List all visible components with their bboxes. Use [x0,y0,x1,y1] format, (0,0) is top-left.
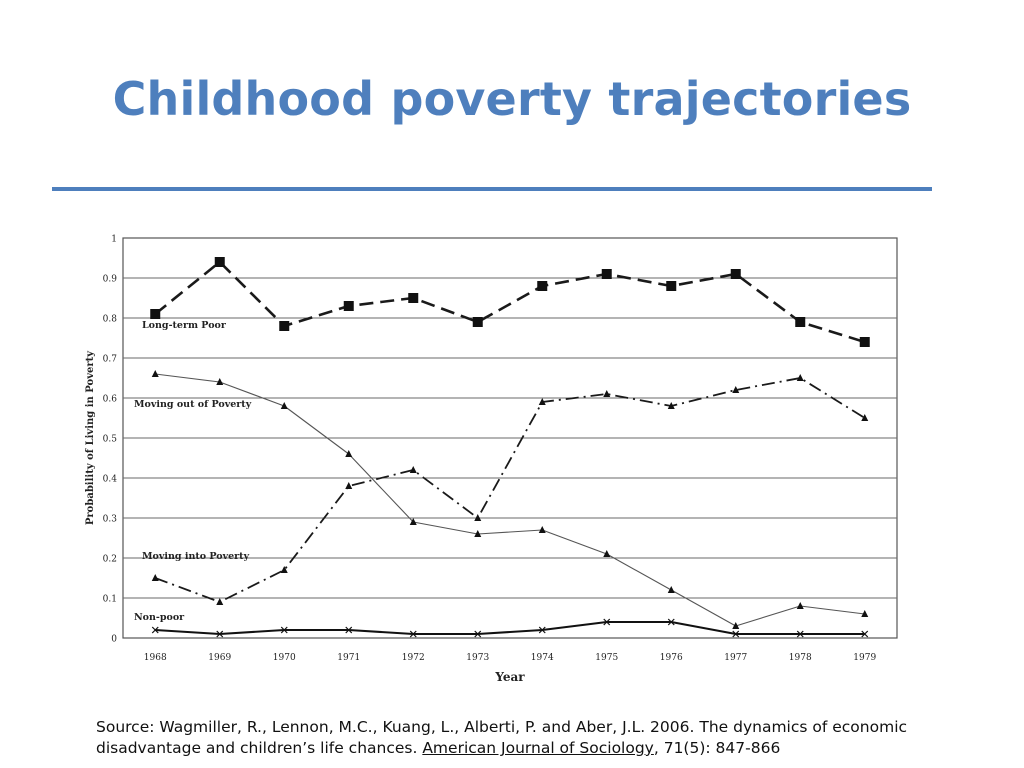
triangle-marker [151,370,159,377]
triangle-marker [345,450,353,457]
x-marker [796,630,804,638]
x-marker [151,626,159,634]
x-marker [409,630,417,638]
y-tick-label: 0.3 [103,515,118,525]
square-marker [408,293,419,303]
square-marker [666,281,677,291]
triangle-marker [667,402,675,409]
y-tick-label: 1 [111,235,117,245]
triangle-marker [345,482,353,489]
square-marker [279,321,290,331]
y-tick-label: 0.9 [103,275,118,285]
triangle-marker [603,390,611,397]
x-tick-label: 1975 [595,653,618,663]
y-tick-labels: 0 0.1 0.2 0.3 0.4 0.5 0.6 0.7 0.8 0.9 1 [103,235,118,645]
y-tick-label: 0.8 [103,315,118,325]
series-line-2 [154,377,866,603]
x-tick-labels: 1968 1969 1970 1971 1972 1973 1974 1975 1976 1977… [144,653,877,663]
triangle-marker [280,402,288,409]
y-tick-label: 0.2 [103,555,117,565]
series-line-1 [155,373,865,627]
square-marker [214,257,225,267]
y-axis-label: Probability of Living in Poverty [85,350,96,525]
triangle-marker [667,586,675,593]
y-tick-label: 0 [111,635,117,645]
series-label-3: Non-poor [134,612,185,623]
x-marker [603,618,611,626]
triangle-marker [216,378,224,385]
x-axis-label: Year [494,670,525,684]
x-marker [345,626,353,634]
y-tick-label: 0.6 [103,395,118,405]
series-labels: Long-term Poor Moving out of Poverty Movin… [134,320,252,623]
triangle-marker [409,466,417,473]
triangle-marker [474,530,482,537]
triangle-marker [538,398,546,405]
triangle-marker [474,514,482,521]
x-marker [474,630,482,638]
triangle-marker [796,374,804,381]
x-tick-label: 1968 [144,653,167,663]
square-marker [537,281,548,291]
triangle-marker [216,598,224,605]
triangle-marker [280,566,288,573]
x-tick-label: 1979 [853,653,876,663]
square-marker [601,269,612,279]
square-marker [795,317,806,327]
slide-title: Childhood poverty trajectories [112,72,912,126]
y-tick-label: 0.5 [103,435,118,445]
triangle-marker [732,386,740,393]
triangle-marker [861,610,869,617]
journal-link[interactable]: American Journal of Sociology [422,739,654,757]
x-tick-label: 1971 [337,653,360,663]
x-tick-label: 1972 [402,653,425,663]
triangle-marker [732,622,740,629]
x-tick-label: 1973 [466,653,489,663]
x-marker [538,626,546,634]
x-marker [216,630,224,638]
triangle-marker [861,414,869,421]
grid-lines [123,277,897,599]
square-marker [150,309,161,319]
x-marker [667,618,675,626]
series-label-0: Long-term Poor [142,320,227,331]
x-tick-label: 1969 [208,653,231,663]
source-text: Source: Wagmiller, R., Lennon, M.C., Kua… [96,718,908,757]
series-label-2: Moving into Poverty [142,551,250,562]
source-citation: Source: Wagmiller, R., Lennon, M.C., Kua… [96,717,956,759]
triangle-marker [796,602,804,609]
x-tick-label: 1977 [724,653,747,663]
x-tick-label: 1978 [789,653,812,663]
x-marker [861,630,869,638]
series-label-1: Moving out of Poverty [134,399,252,410]
x-tick-label: 1976 [660,653,683,663]
y-tick-label: 0.4 [103,475,118,485]
square-marker [730,269,741,279]
triangle-marker [603,550,611,557]
square-marker [859,337,870,347]
title-rule [52,187,932,191]
square-marker [472,317,483,327]
source-volume: , 71(5): 847-866 [653,739,781,757]
y-tick-label: 0.1 [103,595,117,605]
poverty-trajectories-chart: 00.10.20.30.40.50.60.70.80.91 1968 1969 19… [85,235,898,684]
square-marker [343,301,354,311]
x-tick-label: 1974 [531,653,554,663]
series-markers [150,257,870,638]
triangle-marker [151,574,159,581]
series-line-3 [155,621,865,635]
series-lines [154,260,866,635]
x-marker [280,626,288,634]
y-tick-label: 0.7 [103,355,118,365]
series-line-0 [154,260,866,344]
x-tick-label: 1970 [273,653,296,663]
triangle-marker [538,526,546,533]
x-marker [732,630,740,638]
triangle-marker [409,518,417,525]
